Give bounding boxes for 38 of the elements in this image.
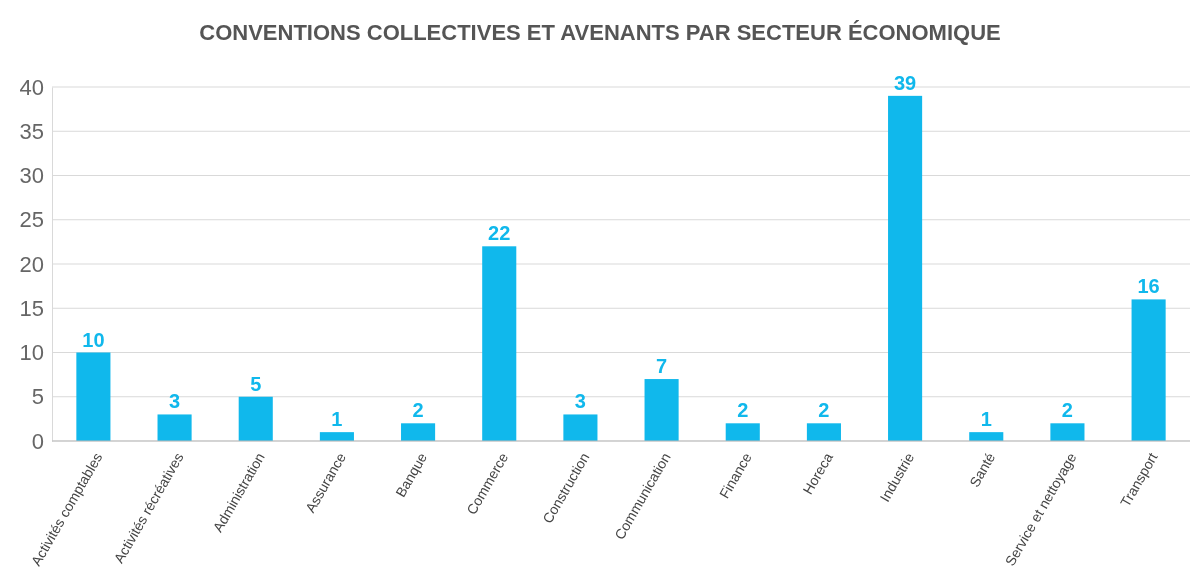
data-label: 5 bbox=[250, 372, 262, 395]
bar bbox=[157, 414, 192, 441]
y-tick-label: 40 bbox=[19, 74, 44, 100]
bar bbox=[806, 423, 841, 441]
data-label: 3 bbox=[574, 390, 586, 413]
data-label: 7 bbox=[656, 355, 668, 378]
bar bbox=[238, 396, 273, 441]
y-tick-label: 0 bbox=[31, 428, 44, 454]
data-label: 39 bbox=[893, 71, 917, 94]
data-label: 2 bbox=[737, 399, 749, 422]
bar bbox=[888, 95, 923, 441]
bar bbox=[969, 432, 1004, 441]
y-tick-label: 10 bbox=[19, 340, 44, 366]
data-label: 10 bbox=[82, 328, 105, 351]
y-tick-label: 30 bbox=[19, 163, 44, 189]
data-label: 22 bbox=[488, 222, 511, 245]
bar bbox=[1131, 299, 1166, 441]
data-label: 16 bbox=[1137, 275, 1160, 298]
bar bbox=[482, 246, 517, 441]
bar bbox=[725, 423, 760, 441]
bar bbox=[563, 414, 598, 441]
data-label: 2 bbox=[412, 399, 424, 422]
y-tick-label: 5 bbox=[31, 384, 44, 410]
data-label: 1 bbox=[331, 408, 343, 431]
y-tick-label: 25 bbox=[19, 207, 44, 233]
chart-title: CONVENTIONS COLLECTIVES ET AVENANTS PAR SECTEUR ÉCONOMIQUE bbox=[199, 20, 1001, 45]
y-tick-label: 20 bbox=[19, 251, 44, 277]
data-label: 1 bbox=[980, 408, 992, 431]
bar bbox=[644, 379, 679, 441]
bar bbox=[76, 352, 111, 441]
data-label: 3 bbox=[169, 390, 181, 413]
bar bbox=[401, 423, 436, 441]
data-label: 2 bbox=[818, 399, 830, 422]
y-tick-label: 35 bbox=[19, 118, 44, 144]
bar bbox=[1050, 423, 1085, 441]
y-tick-label: 15 bbox=[19, 295, 44, 321]
bar bbox=[319, 432, 354, 441]
data-label: 2 bbox=[1061, 399, 1073, 422]
